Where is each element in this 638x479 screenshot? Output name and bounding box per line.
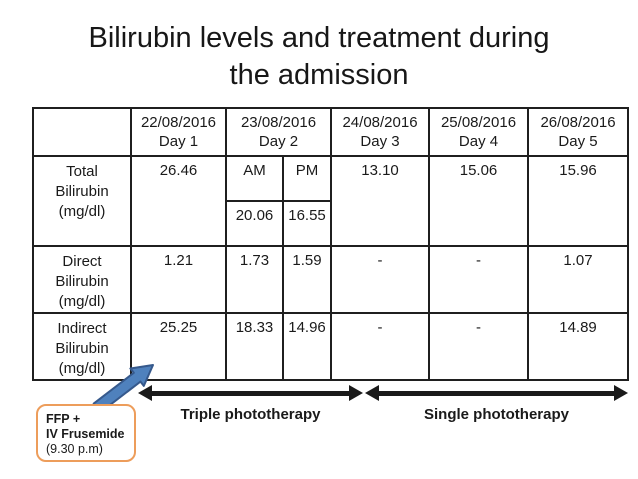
cell-indirect-day5: 14.89	[527, 312, 630, 381]
col-header-day4: 25/08/2016 Day 4	[428, 107, 530, 157]
table-row-total: Total Bilirubin (mg/dl) 26.46 AM PM 13.1…	[32, 155, 630, 247]
cell-day2-am-header: AM	[225, 155, 284, 202]
header-label-day4: Day 4	[458, 133, 499, 150]
cell-indirect-day2-pm: 14.96	[281, 312, 333, 381]
row-label-direct-text: Direct Bilirubin (mg/dl)	[55, 253, 109, 310]
cell-indirect-day1: 25.25	[130, 312, 227, 381]
cell-total-day1: 26.46	[130, 155, 227, 247]
row-label-direct: Direct Bilirubin (mg/dl)	[32, 245, 132, 314]
cell-total-day5: 15.96	[527, 155, 630, 247]
col-header-day2: 23/08/2016 Day 2	[224, 107, 333, 157]
row-label-total-text: Total Bilirubin (mg/dl)	[55, 163, 109, 220]
table-row-indirect: Indirect Bilirubin (mg/dl) 25.25 18.33 1…	[32, 312, 630, 381]
col-header-day1: 22/08/2016 Day 1	[130, 107, 227, 157]
table-row-total-day2-values: 20.06 16.55	[33, 200, 628, 247]
slide-title-line1: Bilirubin levels and treatment during	[88, 22, 550, 54]
cell-day2-pm-header: PM	[281, 155, 333, 202]
cell-indirect-day3: -	[330, 312, 431, 381]
arrowhead-left-icon	[138, 385, 152, 401]
header-label-day1: Day 1	[158, 133, 199, 150]
slide-title: Bilirubin levels and treatment during th…	[0, 20, 638, 94]
slide-title-line2: the admission	[229, 59, 409, 91]
bilirubin-table: 22/08/2016 Day 1 23/08/2016 Day 2 24/08/…	[32, 107, 630, 381]
header-date-day3: 24/08/2016	[342, 114, 418, 131]
header-label-day3: Day 3	[360, 133, 400, 150]
cell-direct-day5: 1.07	[527, 245, 630, 314]
row-label-indirect: Indirect Bilirubin (mg/dl)	[32, 312, 132, 381]
row-label-total: Total Bilirubin (mg/dl)	[32, 155, 132, 247]
header-date-day5: 26/08/2016	[540, 114, 616, 131]
cell-total-day2-am: 20.06	[225, 200, 284, 247]
col-header-day5: 26/08/2016 Day 5	[527, 107, 630, 157]
header-label-day5: Day 5	[558, 133, 598, 150]
cell-total-day2-pm: 16.55	[281, 200, 333, 247]
arrow-shaft	[149, 390, 352, 396]
cell-direct-day3: -	[330, 245, 431, 314]
cell-indirect-day2-am: 18.33	[225, 312, 284, 381]
header-date-day4: 25/08/2016	[440, 114, 517, 131]
cell-indirect-day4: -	[428, 312, 530, 381]
cell-total-day3: 13.10	[330, 155, 431, 247]
callout-line2: IV Frusemide	[46, 427, 125, 441]
header-date-day1: 22/08/2016	[140, 114, 217, 131]
arrow-shaft	[376, 390, 617, 396]
cell-direct-day2-pm: 1.59	[281, 245, 333, 314]
row-label-indirect-text: Indirect Bilirubin (mg/dl)	[55, 320, 109, 377]
header-date-day2: 23/08/2016	[240, 114, 317, 131]
cell-direct-day1: 1.21	[130, 245, 227, 314]
callout-line3: (9.30 p.m)	[46, 442, 103, 456]
header-label-day2: Day 2	[258, 133, 299, 150]
cell-total-day4: 15.06	[428, 155, 530, 247]
callout-line1: FFP +	[46, 412, 81, 426]
ffp-callout-box: FFP + IV Frusemide (9.30 p.m)	[36, 404, 136, 462]
table-row-direct: Direct Bilirubin (mg/dl) 1.21 1.73 1.59 …	[32, 245, 630, 314]
corner-cell	[32, 107, 132, 157]
cell-direct-day4: -	[428, 245, 530, 314]
triple-phototherapy-label: Triple phototherapy	[180, 406, 321, 423]
arrowhead-right-icon	[349, 385, 363, 401]
arrowhead-right-icon	[614, 385, 628, 401]
cell-direct-day2-am: 1.73	[225, 245, 284, 314]
col-header-day3: 24/08/2016 Day 3	[330, 107, 431, 157]
single-phototherapy-label: Single phototherapy	[423, 406, 569, 423]
arrowhead-left-icon	[365, 385, 379, 401]
single-phototherapy-double-arrow-icon	[365, 385, 628, 401]
triple-phototherapy-double-arrow-icon	[138, 385, 363, 401]
table-header-row: 22/08/2016 Day 1 23/08/2016 Day 2 24/08/…	[32, 107, 630, 157]
